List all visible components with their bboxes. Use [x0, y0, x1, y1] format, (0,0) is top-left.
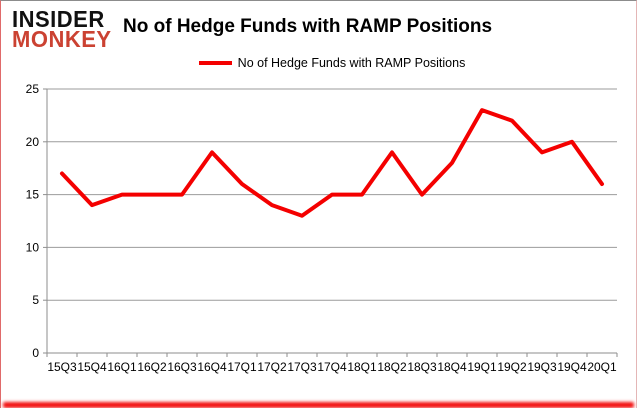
x-axis-label: 19Q2 — [497, 360, 527, 374]
y-axis-label: 15 — [26, 188, 40, 202]
logo-line-insider: INSIDER — [12, 5, 105, 33]
legend-line-swatch — [198, 61, 232, 65]
y-axis-label: 10 — [26, 240, 40, 254]
x-axis-label: 15Q3 — [47, 360, 77, 374]
x-axis-label: 16Q1 — [107, 360, 137, 374]
x-axis-label: 18Q3 — [407, 360, 437, 374]
x-axis-label: 20Q1 — [587, 360, 617, 374]
y-axis-label: 25 — [26, 82, 40, 96]
logo-line-monkey: MONKEY — [12, 26, 112, 53]
x-axis-label: 18Q1 — [347, 360, 377, 374]
legend-label: No of Hedge Funds with RAMP Positions — [237, 56, 466, 70]
series-line — [60, 108, 604, 218]
x-axis-label: 19Q3 — [527, 360, 557, 374]
x-axis-label: 18Q4 — [437, 360, 467, 374]
x-axis-label: 18Q2 — [377, 360, 407, 374]
bottom-red-glow — [3, 402, 634, 408]
x-axis-label: 16Q3 — [167, 360, 197, 374]
chart-title: No of Hedge Funds with RAMP Positions — [123, 16, 493, 37]
x-axis-label: 15Q4 — [77, 360, 107, 374]
x-axis-label: 16Q2 — [137, 360, 167, 374]
x-axis-label: 17Q3 — [287, 360, 317, 374]
x-axis-label: 17Q2 — [257, 360, 287, 374]
x-axis-label: 17Q1 — [227, 360, 257, 374]
x-axis-label: 19Q1 — [467, 360, 497, 374]
x-axis-label: 16Q4 — [197, 360, 227, 374]
x-axis-label: 19Q4 — [557, 360, 587, 374]
y-axis-label: 0 — [32, 346, 39, 360]
y-axis-label: 20 — [26, 135, 40, 149]
y-axis-label: 5 — [32, 293, 39, 307]
x-axis-label: 17Q4 — [317, 360, 347, 374]
chart-legend: No of Hedge Funds with RAMP Positions — [47, 56, 617, 70]
insider-monkey-logo: INSIDER MONKEY — [12, 5, 112, 53]
